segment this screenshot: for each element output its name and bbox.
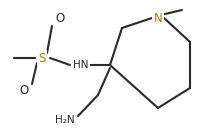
Text: S: S xyxy=(38,51,46,64)
Text: H₂N: H₂N xyxy=(55,115,75,125)
Text: HN: HN xyxy=(73,60,89,70)
Text: O: O xyxy=(19,84,29,98)
Text: O: O xyxy=(55,13,65,26)
Text: N: N xyxy=(154,11,162,25)
